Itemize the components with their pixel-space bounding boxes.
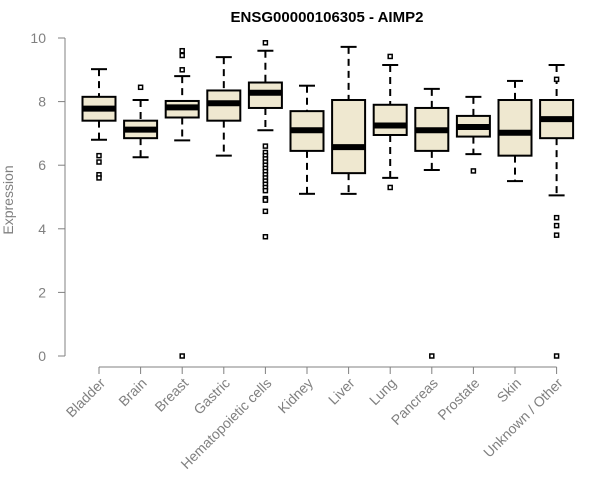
box-lung xyxy=(372,53,408,191)
box-series xyxy=(81,40,575,359)
box-brain xyxy=(123,84,159,159)
outlier-point xyxy=(96,159,102,165)
box-hematopoietic-cells xyxy=(247,40,283,240)
chart-title: ENSG00000106305 - AIMP2 xyxy=(231,9,424,26)
x-tick-label: Bladder xyxy=(63,375,109,421)
box-gastric xyxy=(206,56,242,157)
outlier-point xyxy=(179,47,185,54)
x-tick-label: Skin xyxy=(494,375,525,406)
box-prostate xyxy=(455,95,491,174)
x-tick-label: Lung xyxy=(366,375,399,408)
outlier-point xyxy=(262,234,269,240)
box-unknown-other xyxy=(539,64,575,359)
iqr-box xyxy=(497,99,533,157)
outlier-point xyxy=(262,197,269,203)
x-tick-label: Prostate xyxy=(434,375,482,423)
outlier-point xyxy=(429,353,435,359)
y-tick-label: 0 xyxy=(38,348,46,364)
outlier-point xyxy=(387,53,393,60)
box-skin xyxy=(497,79,533,183)
outlier-point xyxy=(262,187,269,194)
y-axis-label: Expression xyxy=(0,165,16,234)
iqr-box xyxy=(331,99,367,175)
outlier-point xyxy=(96,175,102,181)
box-pancreas xyxy=(414,87,450,359)
outlier-point xyxy=(262,143,269,149)
outlier-point xyxy=(137,84,144,91)
outlier-point xyxy=(179,67,185,73)
y-tick-label: 2 xyxy=(38,284,46,300)
box-kidney xyxy=(289,84,325,195)
outlier-point xyxy=(179,52,185,59)
iqr-box xyxy=(372,103,408,136)
outlier-point xyxy=(470,168,477,174)
outlier-point xyxy=(553,214,560,221)
box-breast xyxy=(164,47,200,359)
y-axis: 0 2 4 6 8 10 xyxy=(30,30,66,364)
outlier-point xyxy=(262,208,269,215)
outlier-point xyxy=(179,353,185,359)
outlier-point xyxy=(553,353,560,359)
y-tick-label: 8 xyxy=(38,94,46,110)
y-tick-label: 4 xyxy=(38,221,46,237)
outlier-point xyxy=(553,222,560,229)
outlier-point xyxy=(553,232,560,238)
x-tick-label: Brain xyxy=(115,375,149,409)
x-tick-label: Liver xyxy=(325,375,358,408)
box-liver xyxy=(331,45,367,195)
outlier-point xyxy=(96,152,102,159)
x-tick-label: Breast xyxy=(151,375,191,415)
y-tick-label: 10 xyxy=(30,30,46,46)
outlier-point xyxy=(387,184,393,191)
box-bladder xyxy=(81,68,117,181)
x-tick-label: Unknown / Other xyxy=(480,375,566,461)
y-tick-label: 6 xyxy=(38,157,46,173)
x-tick-label: Kidney xyxy=(275,375,317,417)
outlier-point xyxy=(553,76,560,83)
outlier-point xyxy=(262,40,269,46)
